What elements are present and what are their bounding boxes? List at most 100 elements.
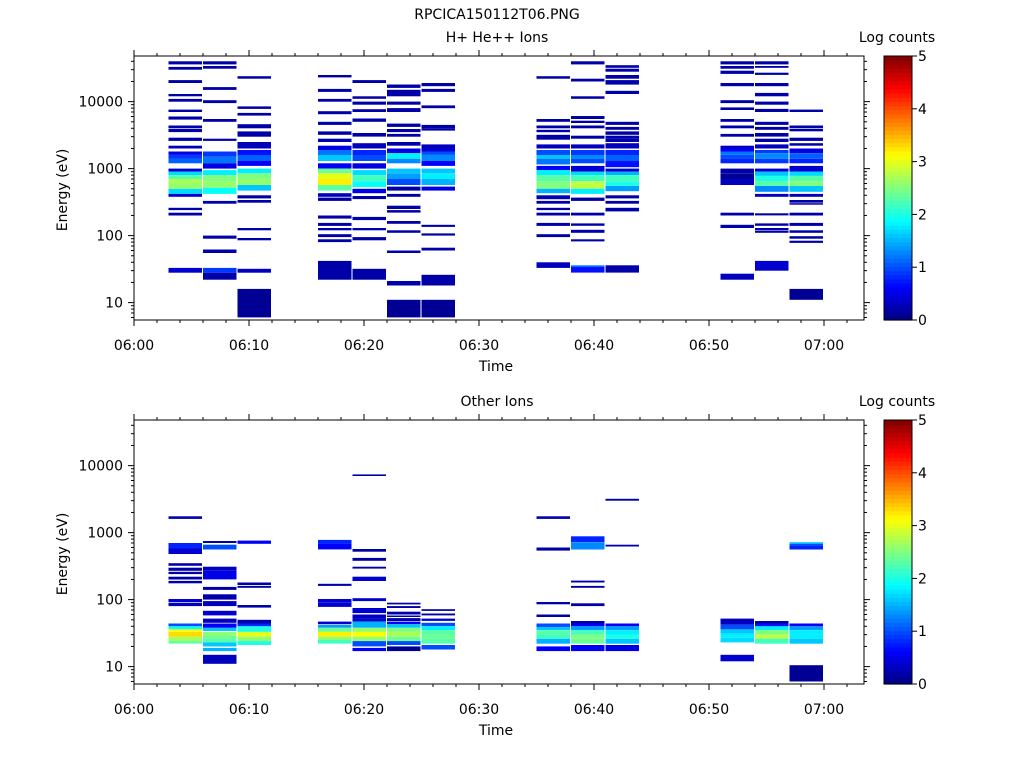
heatmap-cell bbox=[421, 186, 455, 191]
heatmap-cell bbox=[571, 626, 605, 631]
colorbar-segment bbox=[884, 646, 912, 652]
colorbar-segment bbox=[884, 204, 912, 210]
x-tick-label: 06:40 bbox=[574, 338, 614, 354]
heatmap-cell bbox=[168, 80, 202, 83]
colorbar-segment bbox=[884, 307, 912, 313]
heatmap-cell bbox=[203, 200, 237, 204]
colorbar-segment bbox=[884, 444, 912, 450]
heatmap-cell bbox=[318, 621, 352, 625]
heatmap-cell bbox=[789, 623, 823, 627]
heatmap-cell bbox=[571, 61, 605, 65]
colorbar-segment bbox=[884, 117, 912, 123]
heatmap-cell bbox=[168, 267, 202, 273]
colorbar-segment bbox=[884, 188, 912, 193]
heatmap-cell bbox=[203, 541, 237, 543]
heatmap-cell bbox=[571, 175, 605, 182]
heatmap-cell bbox=[421, 144, 455, 149]
colorbar-segment bbox=[884, 432, 912, 438]
heatmap-cell bbox=[605, 126, 639, 130]
heatmap-cell bbox=[203, 181, 237, 188]
heatmap-cell bbox=[605, 80, 639, 85]
heatmap-cell bbox=[789, 236, 823, 239]
heatmap-cell bbox=[352, 608, 386, 614]
heatmap-cell bbox=[789, 200, 823, 203]
heatmap-cell bbox=[203, 638, 237, 643]
heatmap-cell bbox=[318, 185, 352, 191]
heatmap-cell bbox=[755, 138, 789, 142]
heatmap-cell bbox=[789, 626, 823, 631]
colorbar-segment bbox=[884, 241, 912, 247]
colorbar-segment bbox=[884, 299, 912, 305]
colorbar-segment bbox=[884, 597, 912, 603]
heatmap-cell bbox=[571, 158, 605, 164]
heatmap-cell bbox=[536, 634, 570, 639]
heatmap-cell bbox=[789, 543, 823, 546]
heatmap-cell bbox=[421, 124, 455, 129]
colorbar-segment bbox=[884, 254, 912, 259]
heatmap-cell bbox=[203, 119, 237, 122]
heatmap-cell bbox=[168, 179, 202, 184]
heatmap-cell bbox=[536, 234, 570, 238]
heatmap-cell bbox=[352, 96, 386, 99]
x-tick-label: 06:50 bbox=[689, 702, 729, 718]
heatmap-cell bbox=[168, 580, 202, 584]
heatmap-cell bbox=[536, 646, 570, 652]
heatmap-cell bbox=[720, 168, 754, 174]
colorbar-segment bbox=[884, 490, 912, 495]
colorbar-segment bbox=[884, 605, 912, 611]
heatmap-cell bbox=[720, 637, 754, 643]
colorbar-segment bbox=[884, 576, 912, 582]
heatmap-cell bbox=[352, 216, 386, 221]
colorbar-label: Log counts bbox=[859, 30, 935, 46]
heatmap-cell bbox=[203, 647, 237, 652]
heatmap-cell bbox=[237, 636, 271, 642]
heatmap-cell bbox=[352, 566, 386, 569]
heatmap-cell bbox=[318, 639, 352, 644]
heatmap-cell bbox=[720, 633, 754, 638]
y-tick-label: 100 bbox=[96, 229, 123, 245]
heatmap-cell bbox=[352, 636, 386, 642]
heatmap-cell bbox=[168, 571, 202, 575]
heatmap-cell bbox=[755, 153, 789, 159]
heatmap-cell bbox=[755, 621, 789, 624]
colorbar-segment bbox=[884, 613, 912, 619]
heatmap-cell bbox=[352, 641, 386, 647]
heatmap-cell bbox=[237, 238, 271, 241]
colorbar: Log counts 0 1 2 3 4 5 bbox=[859, 30, 935, 329]
heatmap-cell bbox=[789, 186, 823, 192]
heatmap-cell bbox=[352, 133, 386, 137]
colorbar-segment bbox=[884, 535, 912, 541]
heatmap-cell bbox=[605, 121, 639, 125]
heatmap-cell bbox=[387, 299, 421, 318]
colorbar-tick-label: 5 bbox=[918, 413, 927, 429]
heatmap-cell bbox=[720, 158, 754, 164]
colorbar-frame bbox=[883, 55, 913, 321]
heatmap-cell bbox=[387, 621, 421, 625]
panel-h-he-ions: H+ He++ Ions 06:00 06:10 06:20 06:30 06:40 06… bbox=[55, 30, 935, 375]
y-axis-label: Energy (eV) bbox=[55, 513, 71, 596]
heatmap-cell bbox=[536, 638, 570, 644]
colorbar-segment bbox=[884, 630, 912, 636]
colorbar-segment bbox=[884, 531, 912, 537]
colorbar-segment bbox=[884, 642, 912, 648]
heatmap-cell bbox=[536, 134, 570, 140]
heatmap-cell bbox=[536, 125, 570, 129]
heatmap-cell bbox=[536, 212, 570, 216]
x-axis-label: Time bbox=[478, 359, 513, 375]
heatmap-cell bbox=[168, 626, 202, 630]
heatmap-cell bbox=[387, 606, 421, 608]
heatmap-cell bbox=[237, 631, 271, 637]
heatmap-cell bbox=[168, 641, 202, 644]
heatmap-cell bbox=[571, 630, 605, 635]
heatmap-cell bbox=[536, 170, 570, 176]
heatmap-cell bbox=[318, 636, 352, 640]
colorbar-tick-label: 4 bbox=[918, 466, 927, 482]
colorbar-segment bbox=[884, 196, 912, 201]
colorbar-label: Log counts bbox=[859, 394, 935, 410]
heatmap-cell bbox=[755, 223, 789, 226]
colorbar-segment bbox=[884, 651, 912, 656]
heatmap-cell bbox=[203, 566, 237, 571]
colorbar-segment bbox=[884, 465, 912, 471]
heatmap-cell bbox=[168, 94, 202, 97]
colorbar-segment bbox=[884, 560, 912, 565]
